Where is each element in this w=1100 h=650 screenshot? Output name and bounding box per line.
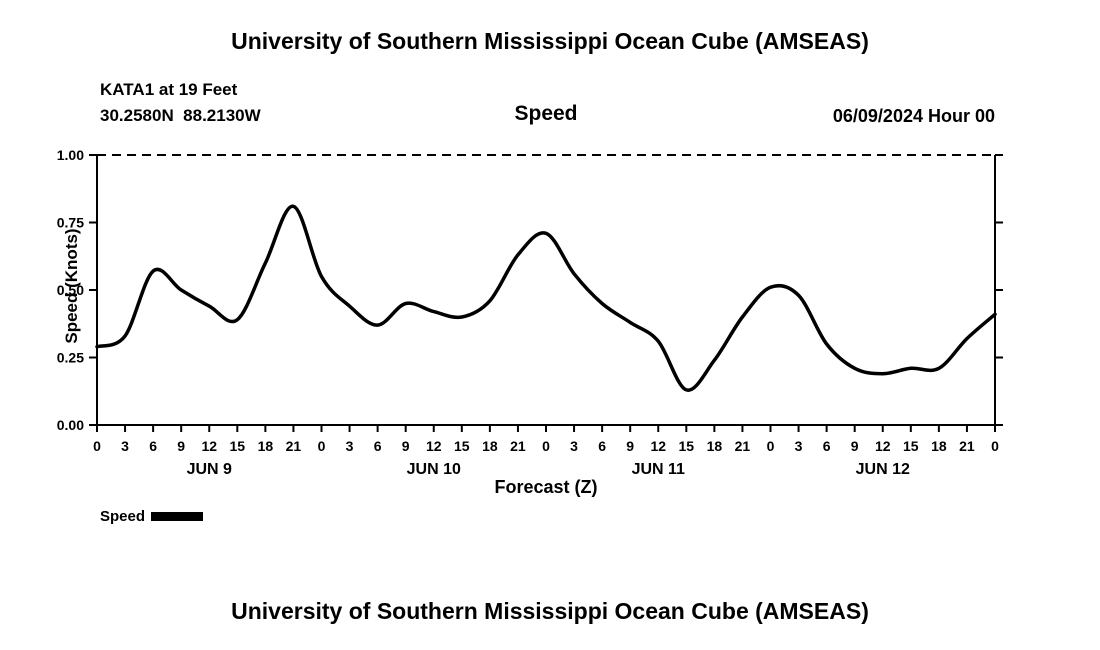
legend-series-label: Speed bbox=[100, 508, 146, 525]
tick-label: 0 bbox=[767, 438, 775, 454]
tick-label: 0 bbox=[318, 438, 326, 454]
tick-label: 0.00 bbox=[57, 417, 84, 433]
tick-label: 9 bbox=[851, 438, 859, 454]
tick-label: 6 bbox=[374, 438, 382, 454]
tick-label: 21 bbox=[959, 438, 975, 454]
tick-label: 3 bbox=[570, 438, 578, 454]
tick-label: 0 bbox=[93, 438, 101, 454]
tick-label: 6 bbox=[823, 438, 831, 454]
tick-label: 3 bbox=[346, 438, 354, 454]
tick-label: 18 bbox=[258, 438, 274, 454]
tick-label: 12 bbox=[426, 438, 442, 454]
tick-label: 21 bbox=[286, 438, 302, 454]
tick-label: 9 bbox=[177, 438, 185, 454]
tick-label: 6 bbox=[149, 438, 157, 454]
tick-label: 12 bbox=[201, 438, 217, 454]
tick-label: 0.25 bbox=[57, 350, 84, 366]
tick-label: 18 bbox=[482, 438, 498, 454]
tick-label: 15 bbox=[679, 438, 695, 454]
tick-label: 3 bbox=[121, 438, 129, 454]
tick-label: 18 bbox=[931, 438, 947, 454]
legend: Speed bbox=[100, 508, 204, 525]
tick-label: 18 bbox=[707, 438, 723, 454]
forecast-datetime-label: 06/09/2024 Hour 00 bbox=[832, 106, 995, 126]
tick-label: 15 bbox=[230, 438, 246, 454]
tick-label: 0 bbox=[542, 438, 550, 454]
tick-label: JUN 9 bbox=[187, 461, 232, 478]
station-name-label: KATA1 at 19 Feet bbox=[100, 80, 238, 99]
tick-label: 9 bbox=[402, 438, 410, 454]
page-title: University of Southern Mississippi Ocean… bbox=[231, 28, 869, 54]
tick-label: JUN 12 bbox=[856, 461, 910, 478]
tick-label: 12 bbox=[875, 438, 891, 454]
tick-label: 9 bbox=[626, 438, 634, 454]
y-axis-title: Speed (Knots) bbox=[62, 228, 81, 344]
tick-label: 0.50 bbox=[57, 282, 84, 298]
tick-label: 3 bbox=[795, 438, 803, 454]
next-chart-title: University of Southern Mississippi Ocean… bbox=[231, 598, 869, 624]
tick-label: 0 bbox=[991, 438, 999, 454]
x-axis-title: Forecast (Z) bbox=[494, 477, 598, 497]
tick-label: 15 bbox=[454, 438, 470, 454]
tick-label: JUN 11 bbox=[632, 461, 685, 478]
station-coordinates-label: 30.2580N 88.2130W bbox=[100, 106, 261, 125]
tick-label: 0.75 bbox=[57, 215, 84, 231]
tick-label: 21 bbox=[735, 438, 751, 454]
chart-panel-title: Speed bbox=[514, 102, 578, 125]
tick-label: JUN 10 bbox=[407, 461, 461, 478]
tick-label: 15 bbox=[903, 438, 919, 454]
tick-label: 6 bbox=[598, 438, 606, 454]
speed-series-line bbox=[95, 204, 997, 392]
tick-label: 12 bbox=[650, 438, 666, 454]
tick-label: 21 bbox=[510, 438, 526, 454]
legend-line-swatch bbox=[151, 512, 204, 521]
tick-label: 1.00 bbox=[57, 147, 84, 163]
